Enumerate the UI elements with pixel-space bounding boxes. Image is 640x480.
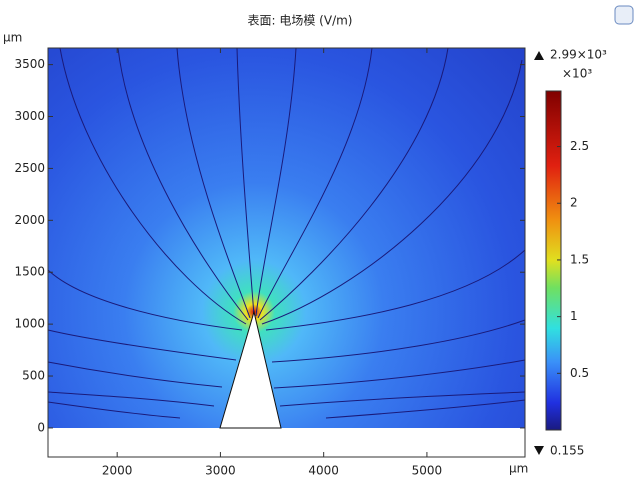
app-icon[interactable] (614, 5, 634, 25)
y-tick-label: 2000 (14, 213, 45, 227)
colorbar-exponent: ×10³ (562, 67, 592, 81)
x-axis-label: µm (509, 462, 528, 476)
y-axis-label: µm (3, 31, 22, 45)
colorbar-max-label: 2.99×10³ (550, 48, 607, 62)
max-marker (534, 51, 544, 60)
colorbar-tick-label: 2 (570, 196, 578, 210)
x-tick-label: 5000 (412, 464, 443, 478)
y-tick-label: 0 (37, 420, 45, 434)
y-tick-label: 2500 (14, 161, 45, 175)
y-tick-label: 500 (22, 369, 45, 383)
colorbar-tick-label: 0.5 (570, 366, 589, 380)
y-tick-label: 1000 (14, 317, 45, 331)
colorbar (545, 90, 562, 431)
x-tick-label: 3000 (205, 464, 236, 478)
colorbar-tick-label: 2.5 (570, 139, 589, 153)
y-tick-label: 3500 (14, 57, 45, 71)
x-tick-label: 4000 (308, 464, 339, 478)
chart-title: 表面: 电场模 (V/m) (248, 14, 353, 28)
plot-frame (47, 47, 526, 458)
min-marker (534, 446, 544, 455)
colorbar-tick-label: 1 (570, 309, 578, 323)
colorbar-min-label: 0.155 (550, 444, 584, 458)
y-tick-label: 1500 (14, 265, 45, 279)
colorbar-tick-label: 1.5 (570, 252, 589, 266)
field (47, 47, 526, 457)
y-tick-label: 3000 (14, 109, 45, 123)
x-tick-label: 2000 (102, 464, 133, 478)
